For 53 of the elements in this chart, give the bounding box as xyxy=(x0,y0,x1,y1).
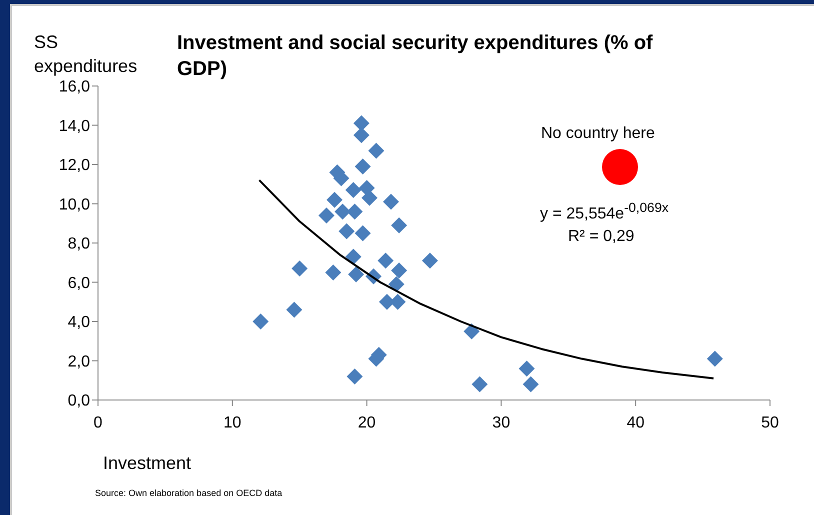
y-tick-label: 14,0 xyxy=(58,118,90,135)
point xyxy=(354,225,371,242)
point xyxy=(326,192,343,208)
point xyxy=(706,350,723,367)
y-axis-title: SS expenditures xyxy=(34,31,138,78)
point xyxy=(338,223,355,240)
point xyxy=(252,314,269,330)
y-tick-label: 12,0 xyxy=(58,157,90,174)
point xyxy=(346,204,363,220)
annotation: R² = 0,29 xyxy=(568,228,634,246)
y-tick-label: 2,0 xyxy=(68,353,90,370)
point xyxy=(353,115,370,132)
point xyxy=(353,127,370,144)
point xyxy=(378,252,394,269)
point xyxy=(391,262,408,278)
x-tick-label: 40 xyxy=(626,414,645,432)
y-tick-label: 16,0 xyxy=(58,78,90,96)
point xyxy=(422,252,438,269)
point xyxy=(346,368,363,384)
point xyxy=(348,266,364,282)
point xyxy=(361,190,378,206)
point xyxy=(391,217,408,234)
y-tick-label: 10,0 xyxy=(58,196,90,214)
point xyxy=(292,260,308,277)
y-tick-label: 0,0 xyxy=(68,392,90,410)
y-tick-label: 6,0 xyxy=(68,274,90,292)
point xyxy=(382,194,399,210)
annotation: y = 25,554e$^{-0,069x}$ xyxy=(540,200,669,224)
x-axis-title: Investment xyxy=(103,453,192,474)
point xyxy=(325,264,342,280)
point xyxy=(334,204,351,220)
x-tick-label: 10 xyxy=(224,414,242,432)
x-tick-label: 50 xyxy=(761,414,779,432)
chart-title: Investment and social security expenditures (% of GDP) xyxy=(177,31,654,82)
x-tick-label: 20 xyxy=(358,414,376,432)
line-series xyxy=(258,179,715,380)
x-tick-label: 0 xyxy=(94,414,103,432)
y-tick-label: 4,0 xyxy=(68,314,90,332)
source-note: Source: Own elaboration based on OECD data xyxy=(95,488,282,498)
point xyxy=(354,158,371,174)
point xyxy=(522,376,539,392)
point xyxy=(464,323,480,340)
point xyxy=(518,360,535,377)
point xyxy=(345,182,362,198)
annotation: No country here xyxy=(541,125,655,143)
point xyxy=(286,302,302,318)
point xyxy=(472,376,488,392)
point xyxy=(318,208,334,224)
point xyxy=(388,276,404,292)
point xyxy=(368,142,384,159)
point xyxy=(345,248,362,265)
y-tick-label: 8,0 xyxy=(68,236,90,253)
x-tick-label: 30 xyxy=(492,414,510,432)
